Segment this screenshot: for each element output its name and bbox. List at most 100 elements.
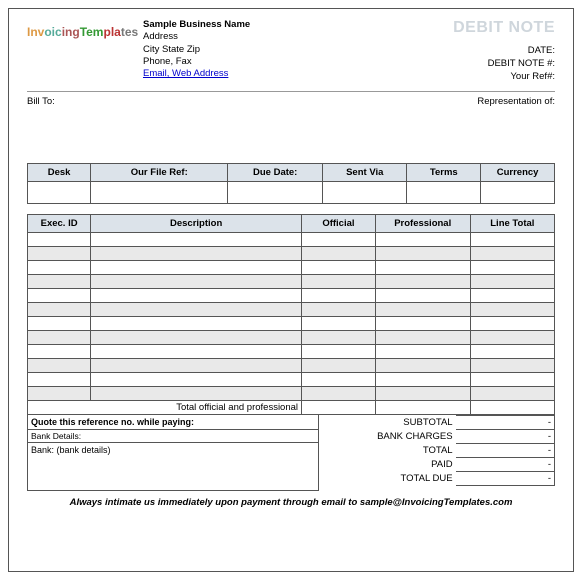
line-cell	[28, 261, 91, 275]
line-cell	[28, 275, 91, 289]
line-cell	[470, 359, 554, 373]
summary-value: -	[456, 430, 555, 444]
bottom-region: Quote this reference no. while paying: B…	[27, 415, 555, 491]
line-cell	[91, 233, 302, 247]
line-cell	[375, 387, 470, 401]
quote-reference: Quote this reference no. while paying:	[27, 415, 319, 430]
line-cell	[470, 289, 554, 303]
line-cell	[302, 303, 376, 317]
line-cell	[470, 275, 554, 289]
line-header: Description	[91, 215, 302, 233]
line-cell	[302, 233, 376, 247]
bank-details-body: Bank: (bank details)	[27, 443, 319, 491]
line-cell	[28, 373, 91, 387]
bank-details-header: Bank Details:	[27, 430, 319, 443]
line-cell	[91, 317, 302, 331]
summary-value: -	[456, 444, 555, 458]
info-cell	[323, 182, 407, 204]
line-cell	[470, 345, 554, 359]
line-header: Line Total	[470, 215, 554, 233]
line-cell	[470, 303, 554, 317]
document-title: DEBIT NOTE	[453, 19, 555, 37]
line-cell	[91, 345, 302, 359]
line-cell	[375, 303, 470, 317]
line-cell	[470, 317, 554, 331]
summary-label: BANK CHARGES	[319, 430, 456, 444]
line-cell	[302, 247, 376, 261]
header-region: InvoicingTemplates Sample Business Name …	[27, 19, 555, 91]
line-cell	[91, 303, 302, 317]
line-cell	[302, 289, 376, 303]
info-header: Due Date:	[228, 164, 323, 182]
summary-value: -	[456, 458, 555, 472]
bill-to-label: Bill To:	[27, 96, 55, 107]
line-cell	[28, 331, 91, 345]
line-header: Exec. ID	[28, 215, 91, 233]
summary-value: -	[456, 416, 555, 430]
info-table: DeskOur File Ref:Due Date:Sent ViaTermsC…	[27, 163, 555, 204]
line-cell	[375, 289, 470, 303]
debit-note-no-label: DEBIT NOTE #:	[488, 58, 555, 71]
header-meta: DATE: DEBIT NOTE #: Your Ref#:	[488, 45, 555, 83]
info-header: Currency	[481, 164, 555, 182]
divider	[27, 91, 555, 92]
business-block: Sample Business Name Address City State …	[143, 19, 250, 81]
line-cell	[302, 317, 376, 331]
info-cell	[228, 182, 323, 204]
footer-note: Always intimate us immediately upon paym…	[27, 497, 555, 508]
line-cell	[375, 331, 470, 345]
line-cell	[470, 233, 554, 247]
summary-table: SUBTOTAL-BANK CHARGES-TOTAL-PAID-TOTAL D…	[319, 415, 555, 486]
summary-label: PAID	[319, 458, 456, 472]
line-items-table: Exec. IDDescriptionOfficialProfessionalL…	[27, 214, 555, 415]
business-link[interactable]: Email, Web Address	[143, 68, 228, 79]
line-cell	[470, 387, 554, 401]
line-cell	[302, 261, 376, 275]
line-cell	[302, 359, 376, 373]
summary-label: TOTAL	[319, 444, 456, 458]
line-cell	[91, 275, 302, 289]
date-label: DATE:	[488, 45, 555, 58]
line-cell	[470, 331, 554, 345]
info-header: Sent Via	[323, 164, 407, 182]
line-cell	[91, 387, 302, 401]
your-ref-label: Your Ref#:	[488, 71, 555, 84]
info-header: Our File Ref:	[91, 164, 228, 182]
business-address: Address	[143, 31, 250, 43]
business-phone: Phone, Fax	[143, 56, 250, 68]
line-cell	[375, 317, 470, 331]
info-cell	[407, 182, 481, 204]
line-cell	[91, 289, 302, 303]
info-header: Desk	[28, 164, 91, 182]
line-cell	[375, 261, 470, 275]
line-cell	[470, 261, 554, 275]
line-cell	[375, 373, 470, 387]
line-cell	[302, 373, 376, 387]
line-cell	[375, 345, 470, 359]
line-cell	[375, 247, 470, 261]
line-cell	[302, 331, 376, 345]
line-cell	[28, 303, 91, 317]
document-frame: InvoicingTemplates Sample Business Name …	[8, 8, 574, 572]
line-cell	[470, 247, 554, 261]
line-cell	[28, 359, 91, 373]
info-cell	[481, 182, 555, 204]
line-cell	[28, 247, 91, 261]
total-official	[302, 401, 376, 415]
total-line	[470, 401, 554, 415]
totals-foot-label: Total official and professional	[28, 401, 302, 415]
info-header: Terms	[407, 164, 481, 182]
line-cell	[302, 275, 376, 289]
representation-of-label: Representation of:	[477, 96, 555, 107]
line-cell	[28, 387, 91, 401]
logo: InvoicingTemplates	[27, 25, 138, 39]
line-cell	[91, 373, 302, 387]
summary-label: SUBTOTAL	[319, 416, 456, 430]
total-professional	[375, 401, 470, 415]
info-cell	[91, 182, 228, 204]
summary-label: TOTAL DUE	[319, 472, 456, 486]
line-cell	[91, 359, 302, 373]
line-cell	[91, 331, 302, 345]
line-cell	[470, 373, 554, 387]
line-cell	[91, 261, 302, 275]
